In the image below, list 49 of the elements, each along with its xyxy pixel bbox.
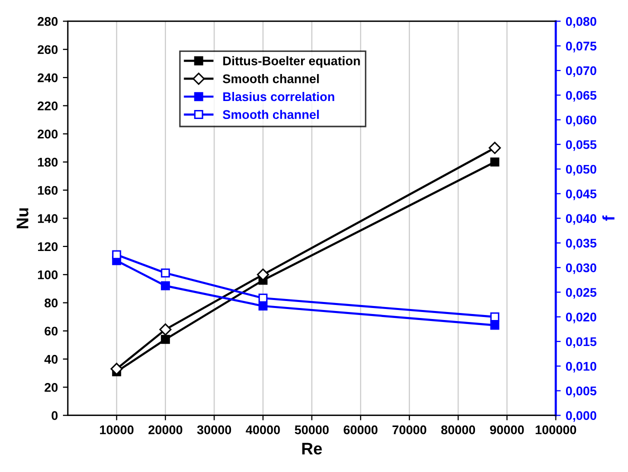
y-tick-label: 20 — [44, 383, 58, 392]
y2-axis-title: f — [602, 215, 614, 221]
y-tick-label: 280 — [38, 17, 58, 26]
y2-tick-label: 0,015 — [566, 337, 596, 348]
x-tick-label: 80000 — [441, 425, 476, 434]
y2-tick-label: 0,055 — [566, 140, 596, 151]
y-tick-label: 0 — [52, 411, 58, 420]
x-tick-label: 70000 — [392, 425, 426, 434]
x-tick-label: 100000 — [536, 425, 576, 434]
legend-label: Smooth channel — [222, 74, 319, 84]
y2-tick-label: 0,070 — [566, 66, 596, 77]
x-tick-label: 90000 — [490, 425, 524, 434]
legend-label: Dittus-Boelter equation — [223, 56, 360, 68]
y-tick-label: 200 — [38, 130, 58, 138]
y-tick-label: 140 — [38, 214, 58, 223]
y-tick-label: 40 — [44, 354, 58, 364]
x-tick-label: 50000 — [294, 425, 329, 434]
y2-tick-label: 0,045 — [566, 189, 596, 200]
y-tick-label: 60 — [44, 326, 58, 336]
y-tick-label: 180 — [38, 158, 58, 167]
y2-tick-label: 0,000 — [566, 411, 596, 422]
y2-tick-label: 0,025 — [566, 288, 596, 299]
x-tick-label: 40000 — [246, 425, 280, 434]
y-tick-label: 240 — [38, 73, 58, 82]
x-tick-label: 20000 — [148, 425, 182, 434]
x-axis-title: Re — [302, 442, 322, 455]
y2-tick-label: 0,050 — [566, 164, 596, 176]
x-tick-label: 10000 — [100, 425, 134, 434]
y-tick-label: 220 — [38, 101, 58, 110]
y2-tick-label: 0,040 — [566, 214, 596, 225]
y2-tick-label: 0,010 — [566, 362, 596, 373]
y2-tick-label: 0,030 — [566, 263, 596, 274]
y2-tick-label: 0,035 — [566, 238, 596, 250]
y-tick-label: 260 — [38, 45, 58, 54]
y-tick-label: 160 — [38, 186, 58, 195]
y2-tick-label: 0,065 — [566, 90, 596, 102]
legend-label: Smooth channel — [222, 110, 319, 120]
y2-tick-label: 0,080 — [566, 17, 596, 28]
legend-label: Blasius correlation — [223, 92, 334, 102]
y-tick-label: 100 — [38, 270, 58, 280]
x-tick-label: 30000 — [197, 425, 232, 434]
y2-tick-label: 0,020 — [566, 312, 596, 324]
x-tick-label: 60000 — [344, 425, 378, 434]
y2-tick-label: 0,060 — [566, 116, 596, 126]
y-tick-label: 80 — [44, 298, 58, 308]
y-axis-title: Nu — [16, 208, 28, 228]
y2-tick-label: 0,075 — [566, 42, 596, 52]
y-tick-label: 120 — [38, 242, 58, 252]
y2-tick-label: 0,005 — [566, 386, 596, 398]
